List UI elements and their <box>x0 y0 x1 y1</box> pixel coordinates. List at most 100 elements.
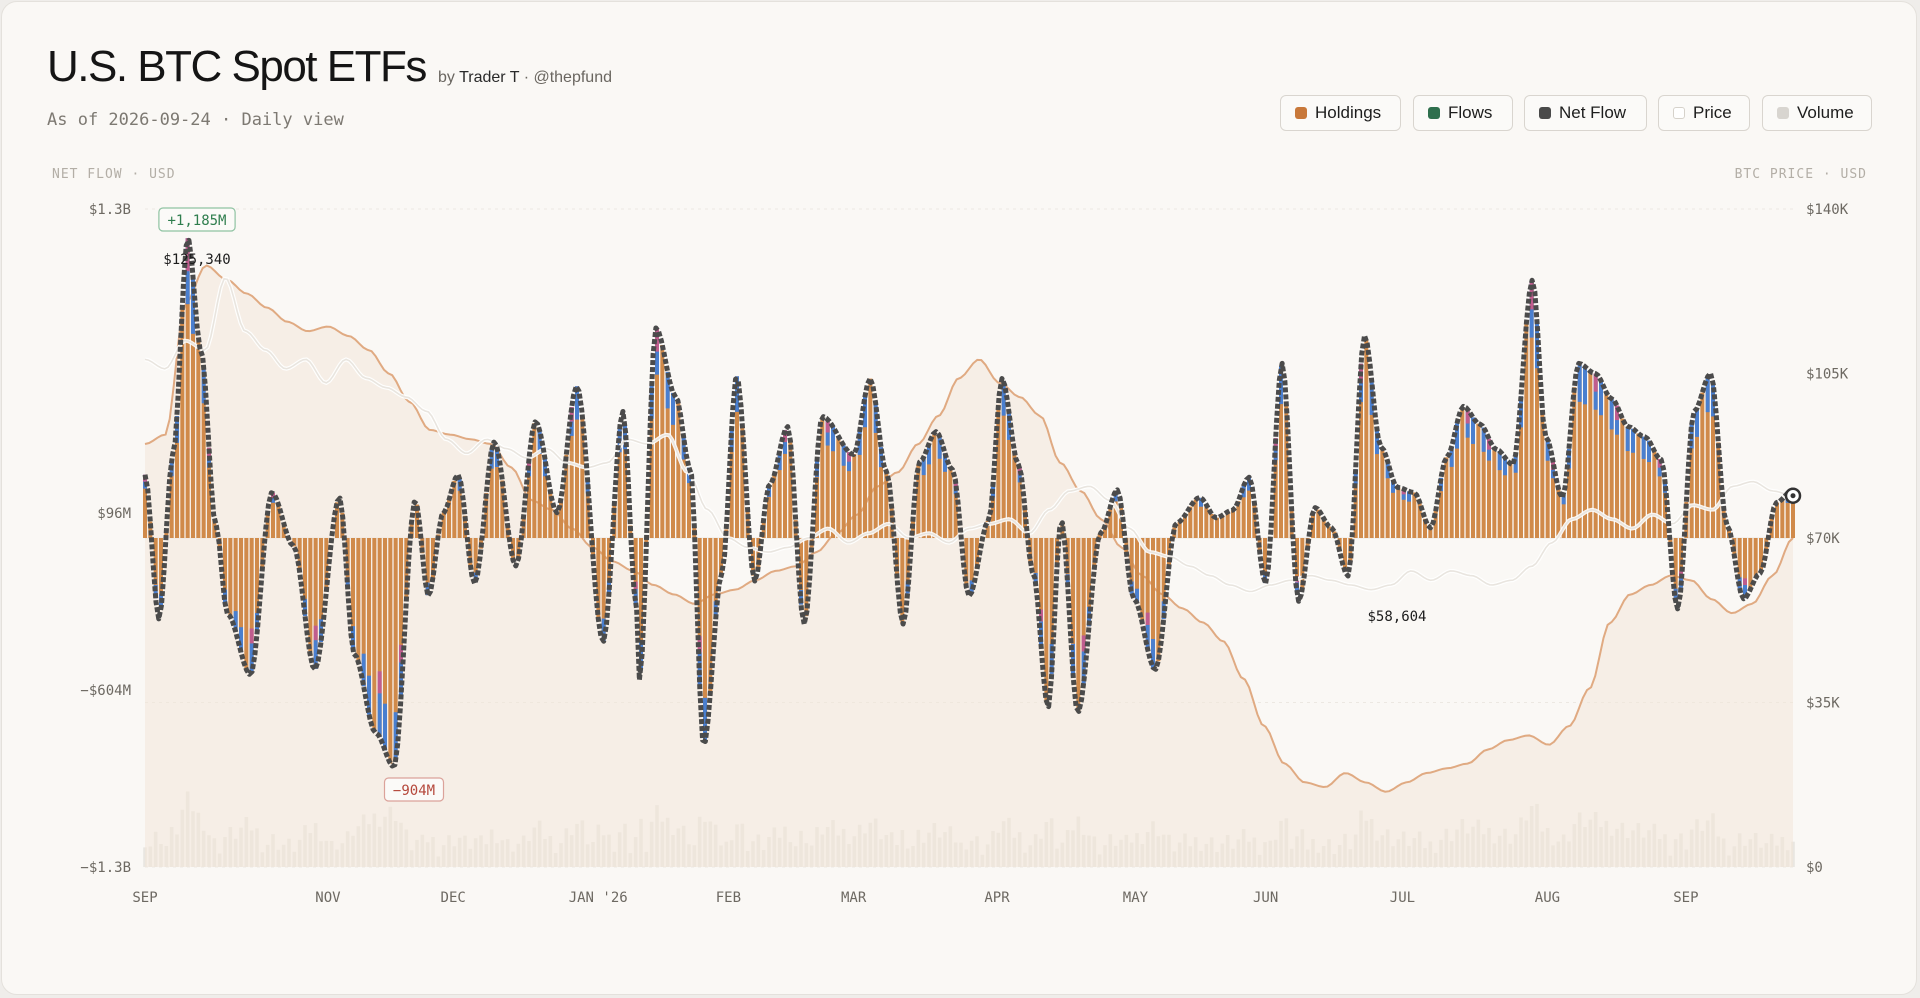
flow-segment <box>1593 373 1598 392</box>
netflow-line <box>142 237 1802 769</box>
min-flow-label-box <box>383 777 445 802</box>
flow-segment <box>351 626 355 652</box>
x-tick: APR <box>984 890 1010 906</box>
x-tick: DEC <box>441 890 466 906</box>
netflow-bar <box>228 538 233 617</box>
legend-netflow-button[interactable]: Net Flow <box>1524 95 1647 131</box>
netflow-bar <box>943 453 947 538</box>
flow-segment <box>953 481 958 488</box>
netflow-bar <box>729 427 734 538</box>
netflow-bar <box>447 500 451 538</box>
netflow-bar <box>617 428 622 538</box>
flow-segment <box>655 328 659 375</box>
netflow-bar <box>1220 515 1225 538</box>
netflow-bar <box>1593 373 1598 538</box>
netflow-bar <box>1673 538 1678 603</box>
netflow-bar <box>212 520 217 538</box>
netflow-bar <box>1391 480 1395 538</box>
netflow-bar <box>223 538 227 605</box>
price-low-label: $58,604 <box>1367 609 1426 625</box>
flow-segment <box>233 611 238 632</box>
flow-segment <box>841 445 846 466</box>
annotations: +1,185M −904M $125,340 $58,604 <box>158 207 1427 802</box>
holdings-swatch-icon <box>1295 107 1307 119</box>
netflow-bar <box>1524 323 1529 538</box>
netflow-bar <box>1129 538 1134 594</box>
netflow-bar <box>601 538 606 642</box>
legend-flows-button[interactable]: Flows <box>1413 95 1513 131</box>
netflow-bar <box>1513 454 1518 538</box>
netflow-bar <box>1380 447 1385 538</box>
flow-segment <box>1081 635 1086 652</box>
netflow-bar <box>1604 392 1609 538</box>
netflow-bar <box>1753 538 1758 578</box>
netflow-bar <box>399 538 403 698</box>
flow-segment <box>1465 409 1470 438</box>
netflow-bar <box>847 452 851 538</box>
netflow-bar <box>1433 511 1438 538</box>
netflow-bar <box>425 538 430 596</box>
flow-segment <box>1001 381 1006 416</box>
legend-price-button[interactable]: Price <box>1658 95 1750 131</box>
netflow-bar <box>852 454 857 538</box>
flow-segment <box>249 643 254 674</box>
flow-segment <box>1705 376 1710 413</box>
price-high-label: $125,340 <box>163 252 230 268</box>
netflow-bar <box>201 365 206 538</box>
holdings-line <box>144 264 1794 793</box>
netflow-bar <box>393 538 398 762</box>
netflow-bar <box>681 437 686 538</box>
netflow-bar <box>361 538 366 687</box>
left-axis-title: NET FLOW · USD <box>52 167 176 182</box>
flow-segment <box>1199 497 1203 507</box>
netflow-bar <box>772 474 777 538</box>
netflow-bar <box>1135 538 1139 604</box>
netflow-bar <box>1711 382 1715 538</box>
netflow-bar <box>1545 438 1550 538</box>
flow-segment <box>1049 644 1054 674</box>
netflow-bar <box>783 430 787 538</box>
flow-segment <box>1151 638 1155 668</box>
netflow-bar <box>457 477 462 538</box>
netflow-bar <box>575 386 579 538</box>
legend-holdings-button[interactable]: Holdings <box>1280 95 1401 131</box>
flow-segment <box>1439 477 1443 492</box>
netflow-bar <box>985 520 990 538</box>
netflow-bar <box>649 385 654 538</box>
netflow-bar <box>356 538 361 662</box>
x-tick: MAY <box>1123 890 1149 906</box>
netflow-bar <box>351 538 355 652</box>
netflow-bar <box>1567 448 1571 538</box>
netflow-bar <box>559 499 563 538</box>
netflow-bar <box>884 472 889 538</box>
price-line-path <box>144 277 1794 593</box>
netflow-bar <box>953 481 958 538</box>
flow-segment <box>671 392 675 425</box>
flow-segment <box>937 436 942 459</box>
holdings-fill <box>145 265 1793 867</box>
netflow-bar <box>180 305 185 538</box>
netflow-bar <box>537 430 542 538</box>
y-left-tick: $96M <box>97 506 131 522</box>
netflow-bar <box>1151 538 1155 668</box>
netflow-bar <box>265 510 270 538</box>
netflow-bar <box>1204 504 1209 538</box>
flow-segment <box>783 430 787 443</box>
flow-segment <box>703 697 707 743</box>
flow-segment <box>1631 428 1635 453</box>
netflow-bar <box>1631 428 1635 538</box>
netflow-bar <box>863 395 867 538</box>
flow-segment <box>1135 588 1139 604</box>
netflow-bar <box>1012 451 1017 538</box>
netflow-bar <box>303 538 307 616</box>
flow-segment <box>543 458 547 477</box>
flow-segment <box>399 662 403 698</box>
author-name: Trader T <box>459 69 520 86</box>
legend: Holdings Flows Net Flow Price Volume <box>0 95 1920 133</box>
legend-volume-button[interactable]: Volume <box>1762 95 1872 131</box>
flow-segment <box>735 376 739 412</box>
netflow-bar <box>1657 459 1662 538</box>
netflow-bar <box>1609 398 1614 538</box>
netflow-bar <box>676 402 681 538</box>
flow-segment <box>1529 281 1534 310</box>
